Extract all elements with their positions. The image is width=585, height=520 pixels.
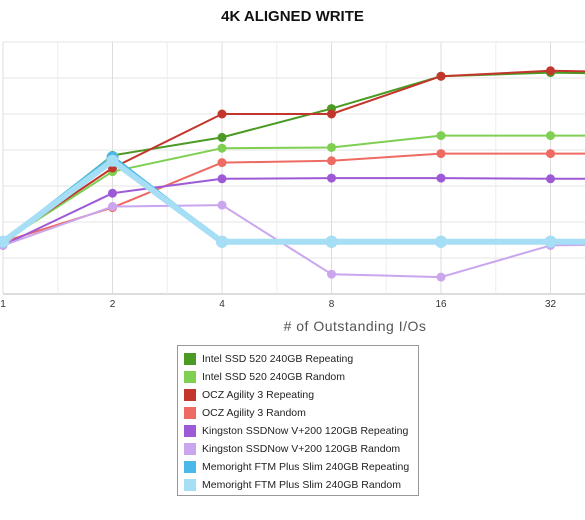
data-point[interactable] bbox=[546, 66, 555, 76]
legend-item[interactable]: OCZ Agility 3 Repeating bbox=[184, 386, 412, 404]
legend-swatch bbox=[184, 479, 196, 491]
data-point[interactable] bbox=[546, 131, 555, 141]
legend-item[interactable]: OCZ Agility 3 Random bbox=[184, 404, 412, 422]
data-point[interactable] bbox=[327, 173, 336, 183]
legend-label: OCZ Agility 3 Repeating bbox=[202, 389, 315, 401]
legend: Intel SSD 520 240GB Repeating Intel SSD 5… bbox=[177, 345, 419, 496]
data-point[interactable] bbox=[544, 235, 557, 248]
data-point[interactable] bbox=[325, 235, 338, 248]
chart-title: 4K ALIGNED WRITE bbox=[221, 8, 364, 25]
legend-label: Memoright FTM Plus Slim 240GB Random bbox=[202, 479, 401, 491]
data-point[interactable] bbox=[216, 235, 228, 248]
series-line bbox=[2, 69, 585, 243]
data-point[interactable] bbox=[327, 269, 336, 279]
data-point[interactable] bbox=[436, 149, 446, 159]
data-point[interactable] bbox=[436, 71, 446, 81]
data-point[interactable] bbox=[436, 173, 446, 183]
legend-label: Intel SSD 520 240GB Random bbox=[202, 371, 346, 383]
legend-item[interactable]: Intel SSD 520 240GB Repeating bbox=[184, 350, 412, 368]
data-point[interactable] bbox=[327, 156, 336, 166]
series-2 bbox=[0, 131, 585, 247]
legend-swatch bbox=[184, 443, 196, 455]
legend-item[interactable]: Memoright FTM Plus Slim 240GB Random bbox=[184, 476, 412, 494]
legend-swatch bbox=[184, 371, 196, 383]
x-tick-label: 2 bbox=[110, 299, 116, 310]
legend-label: Kingston SSDNow V+200 120GB Random bbox=[202, 443, 401, 455]
data-point[interactable] bbox=[108, 188, 117, 198]
series-line bbox=[1, 155, 585, 244]
legend-swatch bbox=[184, 389, 196, 401]
data-point[interactable] bbox=[546, 149, 555, 159]
series-line bbox=[2, 177, 585, 247]
data-point[interactable] bbox=[106, 154, 119, 167]
data-point[interactable] bbox=[435, 235, 447, 248]
series-1 bbox=[0, 68, 585, 247]
series-layer bbox=[0, 66, 585, 282]
data-point[interactable] bbox=[217, 132, 227, 142]
legend-swatch bbox=[184, 461, 196, 473]
x-tick-label: 8 bbox=[329, 299, 335, 310]
legend-item[interactable]: Kingston SSDNow V+200 120GB Random bbox=[184, 440, 412, 458]
series-3 bbox=[0, 66, 585, 247]
legend-swatch bbox=[184, 407, 196, 419]
series-line bbox=[2, 152, 585, 243]
data-point[interactable] bbox=[327, 142, 336, 152]
data-point[interactable] bbox=[327, 109, 336, 119]
legend-label: Memoright FTM Plus Slim 240GB Repeating bbox=[202, 461, 410, 473]
x-tick-labels: 1 2 4 8 16 32 bbox=[0, 299, 556, 310]
x-axis-label: # of Outstanding I/Os bbox=[283, 318, 427, 334]
data-point[interactable] bbox=[546, 174, 555, 184]
x-tick-label: 4 bbox=[219, 299, 225, 310]
legend-item[interactable]: Kingston SSDNow V+200 120GB Repeating bbox=[184, 422, 412, 440]
data-point[interactable] bbox=[217, 174, 227, 184]
data-point[interactable] bbox=[217, 200, 227, 210]
x-tick-label: 16 bbox=[435, 299, 447, 310]
data-point[interactable] bbox=[436, 272, 446, 282]
series-5 bbox=[0, 173, 585, 250]
data-point[interactable] bbox=[217, 143, 227, 153]
data-point[interactable] bbox=[217, 109, 227, 119]
series-4 bbox=[0, 149, 585, 247]
data-point[interactable] bbox=[0, 235, 9, 248]
series-line bbox=[2, 134, 585, 243]
legend-label: Kingston SSDNow V+200 120GB Repeating bbox=[202, 425, 409, 437]
x-tick-label: 32 bbox=[545, 299, 557, 310]
data-point[interactable] bbox=[436, 131, 446, 141]
legend-swatch bbox=[184, 425, 196, 437]
data-point[interactable] bbox=[217, 158, 227, 168]
legend-item[interactable]: Intel SSD 520 240GB Random bbox=[184, 368, 412, 386]
data-point[interactable] bbox=[108, 202, 117, 212]
series-7 bbox=[0, 151, 585, 248]
legend-label: OCZ Agility 3 Random bbox=[202, 407, 306, 419]
legend-item[interactable]: Memoright FTM Plus Slim 240GB Repeating bbox=[184, 458, 412, 476]
legend-swatch bbox=[184, 353, 196, 365]
x-tick-label: 1 bbox=[0, 299, 6, 310]
grid-lines bbox=[2, 41, 585, 295]
series-line bbox=[2, 71, 585, 243]
legend-label: Intel SSD 520 240GB Repeating bbox=[202, 353, 354, 365]
series-8 bbox=[0, 154, 585, 248]
